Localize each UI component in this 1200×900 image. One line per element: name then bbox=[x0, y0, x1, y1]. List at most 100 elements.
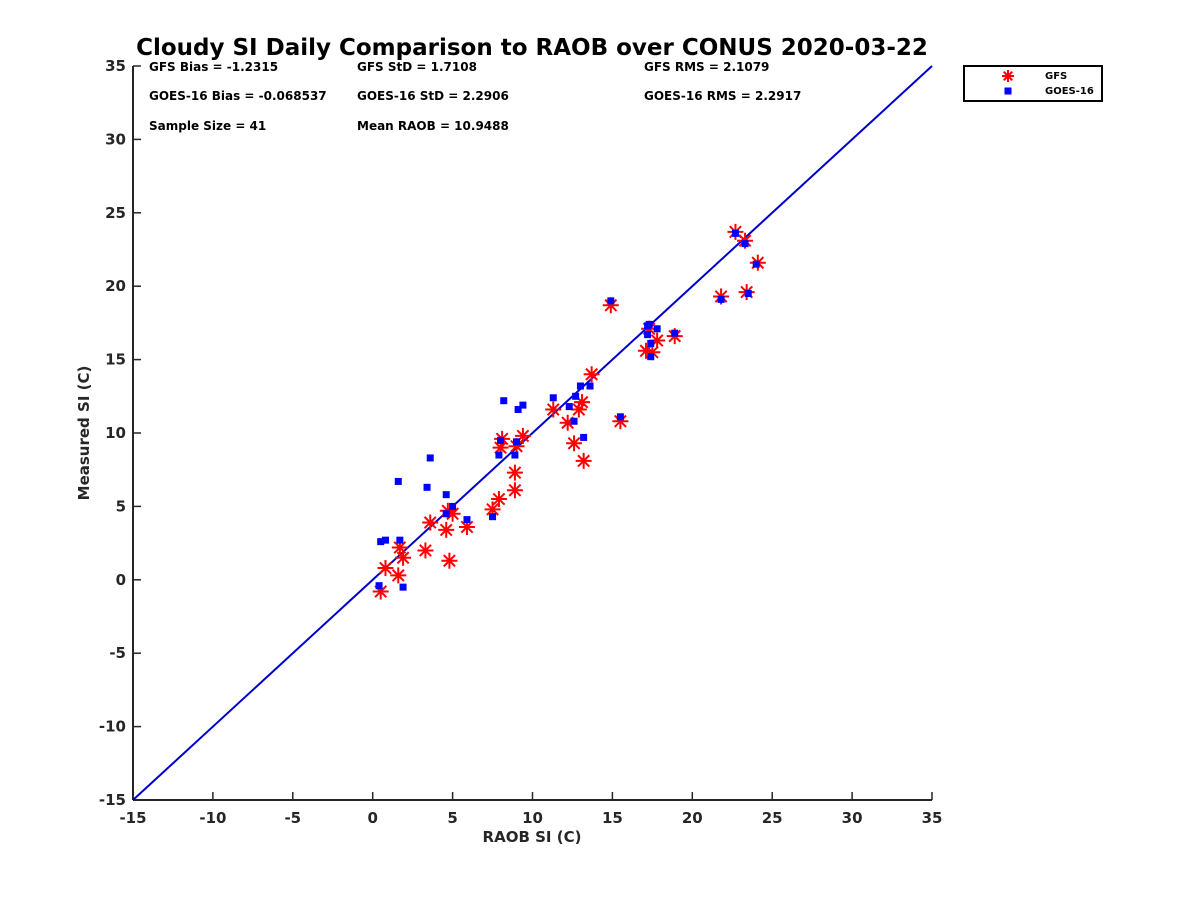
legend-goes16-marker bbox=[1004, 87, 1012, 95]
goes16-point bbox=[580, 433, 588, 441]
goes16-point bbox=[744, 290, 752, 298]
y-tick-label: 35 bbox=[105, 57, 126, 75]
goes16-point bbox=[607, 297, 615, 305]
goes16-point bbox=[717, 295, 725, 303]
goes16-point bbox=[513, 438, 521, 446]
y-tick-label: 25 bbox=[105, 204, 126, 222]
gfs-point bbox=[490, 491, 507, 508]
goes16-point bbox=[519, 401, 527, 409]
goes16-point bbox=[463, 516, 471, 524]
goes16-point bbox=[647, 339, 655, 347]
legend-gfs-marker bbox=[1002, 70, 1014, 82]
y-tick-label: 20 bbox=[105, 277, 126, 295]
goes16-point bbox=[442, 510, 450, 518]
stat-annotation: Sample Size = 41 bbox=[149, 119, 266, 133]
goes16-point bbox=[586, 382, 594, 390]
x-tick-label: 15 bbox=[602, 809, 623, 827]
goes16-point bbox=[497, 436, 505, 444]
gfs-point bbox=[438, 521, 455, 538]
one-to-one-line bbox=[132, 65, 933, 801]
stats-annotations: GFS Bias = -1.2315 GFS StD = 1.7108 GFS RM… bbox=[149, 60, 801, 133]
x-tick-label: 30 bbox=[842, 809, 863, 827]
goes16-point bbox=[644, 331, 652, 339]
goes16-point bbox=[570, 417, 578, 425]
goes16-point bbox=[752, 260, 760, 268]
chart-title: Cloudy SI Daily Comparison to RAOB over … bbox=[136, 35, 928, 61]
goes16-point bbox=[645, 320, 653, 328]
legend: GFS GOES-16 bbox=[963, 65, 1103, 102]
stat-annotation: GOES-16 Bias = -0.068537 bbox=[149, 89, 327, 103]
stat-annotation: GOES-16 StD = 2.2906 bbox=[357, 89, 509, 103]
stat-annotation: Mean RAOB = 10.9488 bbox=[357, 119, 509, 133]
series-goes-16 bbox=[375, 229, 760, 591]
goes16-point bbox=[375, 582, 383, 590]
gfs-point bbox=[612, 413, 629, 430]
goes16-point bbox=[565, 403, 573, 411]
stat-annotation: GFS Bias = -1.2315 bbox=[149, 60, 278, 74]
y-axis-label: Measured SI (C) bbox=[75, 366, 93, 501]
gfs-point bbox=[545, 401, 562, 418]
stat-annotation: GFS RMS = 2.1079 bbox=[644, 60, 769, 74]
y-tick-label: 10 bbox=[105, 424, 126, 442]
goes16-point bbox=[394, 477, 402, 485]
goes16-point bbox=[396, 536, 404, 544]
legend-entry-label: GFS bbox=[1045, 71, 1067, 82]
goes16-point bbox=[489, 513, 497, 521]
x-tick-label: 0 bbox=[367, 809, 377, 827]
gfs-point bbox=[422, 514, 439, 531]
x-ticks: -15 -10 -5 0 5 10 15 20 25 30 35 bbox=[119, 792, 942, 827]
goes16-point bbox=[442, 491, 450, 499]
gfs-point bbox=[441, 552, 458, 569]
gfs-point bbox=[417, 542, 434, 559]
x-tick-label: -5 bbox=[284, 809, 301, 827]
data-series bbox=[372, 223, 766, 600]
y-tick-label: 15 bbox=[105, 351, 126, 369]
goes16-point bbox=[399, 583, 407, 591]
x-tick-label: 20 bbox=[682, 809, 703, 827]
goes16-point bbox=[741, 240, 749, 248]
gfs-point bbox=[377, 560, 394, 577]
goes16-point bbox=[511, 451, 519, 459]
goes16-point bbox=[514, 406, 522, 414]
gfs-point bbox=[395, 549, 412, 566]
goes16-point bbox=[731, 229, 739, 237]
x-tick-label: 25 bbox=[762, 809, 783, 827]
gfs-point bbox=[566, 435, 583, 452]
series-gfs bbox=[372, 223, 766, 600]
x-tick-label: -15 bbox=[119, 809, 146, 827]
x-tick-label: -10 bbox=[199, 809, 226, 827]
gfs-point bbox=[506, 464, 523, 481]
goes16-point bbox=[381, 536, 389, 544]
legend-entry-label: GOES-16 bbox=[1045, 86, 1094, 97]
y-tick-label: -10 bbox=[99, 718, 126, 736]
goes16-point bbox=[377, 538, 385, 546]
goes16-point bbox=[572, 392, 580, 400]
goes16-point bbox=[495, 451, 503, 459]
goes16-point bbox=[549, 394, 557, 402]
gfs-point bbox=[583, 366, 600, 383]
goes16-point bbox=[449, 502, 457, 510]
goes16-point bbox=[423, 483, 431, 491]
y-tick-label: -5 bbox=[109, 644, 126, 662]
x-axis-label: RAOB SI (C) bbox=[483, 828, 582, 846]
goes16-point bbox=[576, 382, 584, 390]
y-tick-label: -15 bbox=[99, 791, 126, 809]
y-tick-label: 30 bbox=[105, 130, 126, 148]
reference-line bbox=[132, 65, 933, 801]
x-tick-label: 10 bbox=[522, 809, 543, 827]
goes16-point bbox=[647, 353, 655, 361]
goes16-point bbox=[653, 325, 661, 333]
y-ticks: -15 -10 -5 0 5 10 15 20 25 30 35 bbox=[99, 57, 141, 809]
y-tick-label: 5 bbox=[116, 497, 126, 515]
gfs-point bbox=[506, 482, 523, 499]
goes16-point bbox=[616, 413, 624, 421]
goes16-point bbox=[426, 454, 434, 462]
x-tick-label: 5 bbox=[447, 809, 457, 827]
gfs-point bbox=[575, 452, 592, 469]
gfs-point bbox=[390, 567, 407, 584]
goes16-point bbox=[671, 329, 679, 337]
y-tick-label: 0 bbox=[116, 571, 126, 589]
stat-annotation: GFS StD = 1.7108 bbox=[357, 60, 477, 74]
legend-box bbox=[963, 65, 1103, 102]
